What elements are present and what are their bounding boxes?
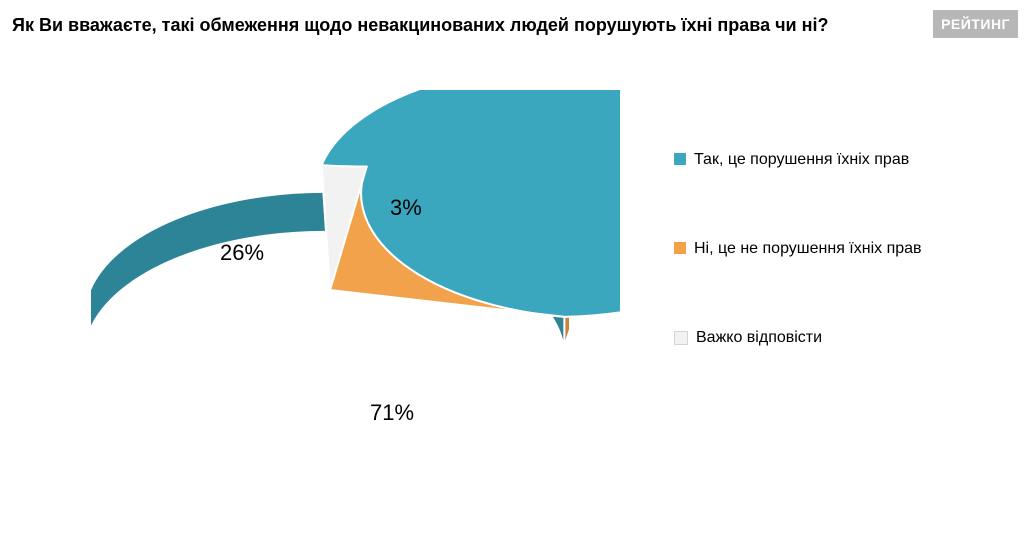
slice-percent-2: 3% bbox=[390, 195, 422, 221]
legend-label-1: Ні, це не порушення їхніх прав bbox=[694, 239, 922, 258]
pie-chart: 71% 26% 3% bbox=[60, 90, 620, 525]
slice-percent-0: 71% bbox=[370, 400, 414, 426]
watermark-badge: РЕЙТИНГ bbox=[933, 10, 1018, 38]
legend: Так, це порушення їхніх прав Ні, це не п… bbox=[674, 150, 994, 418]
legend-swatch-0 bbox=[674, 153, 686, 165]
legend-item-1: Ні, це не порушення їхніх прав bbox=[674, 239, 994, 258]
pie-svg bbox=[60, 90, 620, 520]
chart-title: Як Ви вважаєте, такі обмеження щодо нева… bbox=[12, 14, 934, 37]
legend-item-0: Так, це порушення їхніх прав bbox=[674, 150, 994, 169]
legend-label-2: Важко відповісти bbox=[696, 328, 822, 347]
legend-swatch-2 bbox=[674, 331, 688, 345]
legend-label-0: Так, це порушення їхніх прав bbox=[694, 150, 909, 169]
slice-percent-1: 26% bbox=[220, 240, 264, 266]
legend-swatch-1 bbox=[674, 242, 686, 254]
legend-item-2: Важко відповісти bbox=[674, 328, 994, 347]
